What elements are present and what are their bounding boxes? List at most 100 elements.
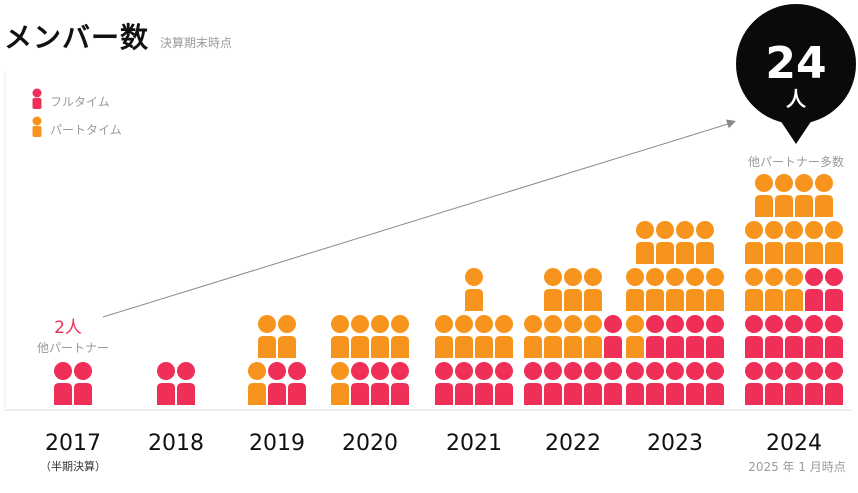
person-icon-parttime <box>584 268 602 311</box>
person-icon-fulltime <box>825 315 843 358</box>
person-icon-parttime <box>544 268 562 311</box>
person-icon-parttime <box>815 174 833 217</box>
category-note: （半期決算） <box>40 459 106 473</box>
person-icon-fulltime <box>706 362 724 405</box>
person-icon-parttime <box>666 268 684 311</box>
person-icon-fulltime <box>54 362 72 405</box>
person-icon-fulltime <box>177 362 195 405</box>
growth-arrow-head <box>726 119 736 129</box>
person-icon-parttime <box>706 268 724 311</box>
person-icon-parttime <box>775 174 793 217</box>
person-icon-fulltime <box>686 362 704 405</box>
x-tick-label: 2017 <box>45 431 101 456</box>
person-icon-fulltime <box>604 362 622 405</box>
total-unit: 人 <box>786 87 807 111</box>
person-icon-parttime <box>795 174 813 217</box>
person-icon-fulltime <box>805 315 823 358</box>
person-icon-fulltime <box>495 362 513 405</box>
person-icon-fulltime <box>646 362 664 405</box>
person-icon-fulltime <box>371 362 389 405</box>
total-callout <box>736 4 856 144</box>
person-icon-parttime <box>745 268 763 311</box>
start-sub-label: 他パートナー <box>37 341 109 355</box>
person-icon-fulltime <box>564 362 582 405</box>
person-icon-parttime <box>696 221 714 264</box>
end-sub-label: 他パートナー多数 <box>748 154 844 169</box>
person-icon-parttime <box>465 268 483 311</box>
x-tick-label: 2018 <box>148 431 204 456</box>
person-icon-parttime <box>676 221 694 264</box>
x-tick-label: 2020 <box>342 431 398 456</box>
person-icon-fulltime <box>765 362 783 405</box>
person-icon-parttime <box>278 315 296 358</box>
person-icon-parttime <box>656 221 674 264</box>
person-icon-parttime <box>626 268 644 311</box>
person-icon-parttime <box>564 315 582 358</box>
person-icon-parttime <box>785 221 803 264</box>
person-icon-fulltime <box>74 362 92 405</box>
person-icon-parttime <box>745 221 763 264</box>
person-icon-fulltime <box>604 315 622 358</box>
person-icon-fulltime <box>475 362 493 405</box>
x-tick-label: 2019 <box>249 431 305 456</box>
person-icon-fulltime <box>765 315 783 358</box>
person-icon-parttime <box>564 268 582 311</box>
person-icon-fulltime <box>288 362 306 405</box>
person-icon-parttime <box>686 268 704 311</box>
legend-icon-fulltime <box>32 88 42 109</box>
person-icon-fulltime <box>825 268 843 311</box>
person-icon-fulltime <box>706 315 724 358</box>
person-icon-parttime <box>765 268 783 311</box>
person-icon-fulltime <box>785 362 803 405</box>
person-icon-parttime <box>351 315 369 358</box>
person-icon-fulltime <box>391 362 409 405</box>
page-subtitle: 決算期末時点 <box>160 36 233 50</box>
person-icon-parttime <box>371 315 389 358</box>
person-icon-parttime <box>805 221 823 264</box>
footnote: 2025 年 1 月時点 <box>748 460 846 474</box>
person-icon-parttime <box>646 268 664 311</box>
person-icon-parttime <box>524 315 542 358</box>
person-icon-fulltime <box>805 268 823 311</box>
person-icon-fulltime <box>435 362 453 405</box>
person-icon-parttime <box>248 362 266 405</box>
person-icon-fulltime <box>686 315 704 358</box>
person-icon-fulltime <box>825 362 843 405</box>
person-icon-parttime <box>331 362 349 405</box>
person-icon-fulltime <box>745 315 763 358</box>
person-icon-parttime <box>495 315 513 358</box>
person-icon-parttime <box>391 315 409 358</box>
total-value: 24 <box>765 38 826 89</box>
person-icon-fulltime <box>544 362 562 405</box>
x-tick-label: 2023 <box>647 431 703 456</box>
person-icon-fulltime <box>584 362 602 405</box>
person-icon-fulltime <box>351 362 369 405</box>
page-title: メンバー数 <box>4 21 150 54</box>
person-icon-fulltime <box>805 362 823 405</box>
x-tick-label: 2022 <box>545 431 601 456</box>
person-icon-parttime <box>825 221 843 264</box>
person-icon-fulltime <box>626 362 644 405</box>
growth-arrow-line <box>102 123 729 318</box>
person-icon-parttime <box>544 315 562 358</box>
person-icon-parttime <box>258 315 276 358</box>
x-tick-label: 2021 <box>446 431 502 456</box>
person-icon-fulltime <box>455 362 473 405</box>
person-icon-parttime <box>636 221 654 264</box>
person-icon-fulltime <box>524 362 542 405</box>
start-value-label: 2人 <box>54 318 82 338</box>
person-icon-fulltime <box>745 362 763 405</box>
person-icon-parttime <box>626 315 644 358</box>
person-icon-parttime <box>584 315 602 358</box>
person-icon-fulltime <box>666 315 684 358</box>
person-icon-parttime <box>475 315 493 358</box>
person-icon-fulltime <box>268 362 286 405</box>
person-icon-fulltime <box>785 315 803 358</box>
x-tick-label: 2024 <box>766 431 822 456</box>
legend-label: パートタイム <box>50 123 122 137</box>
person-icon-parttime <box>765 221 783 264</box>
person-icon-parttime <box>785 268 803 311</box>
person-icon-fulltime <box>666 362 684 405</box>
legend-icon-parttime <box>32 116 42 137</box>
